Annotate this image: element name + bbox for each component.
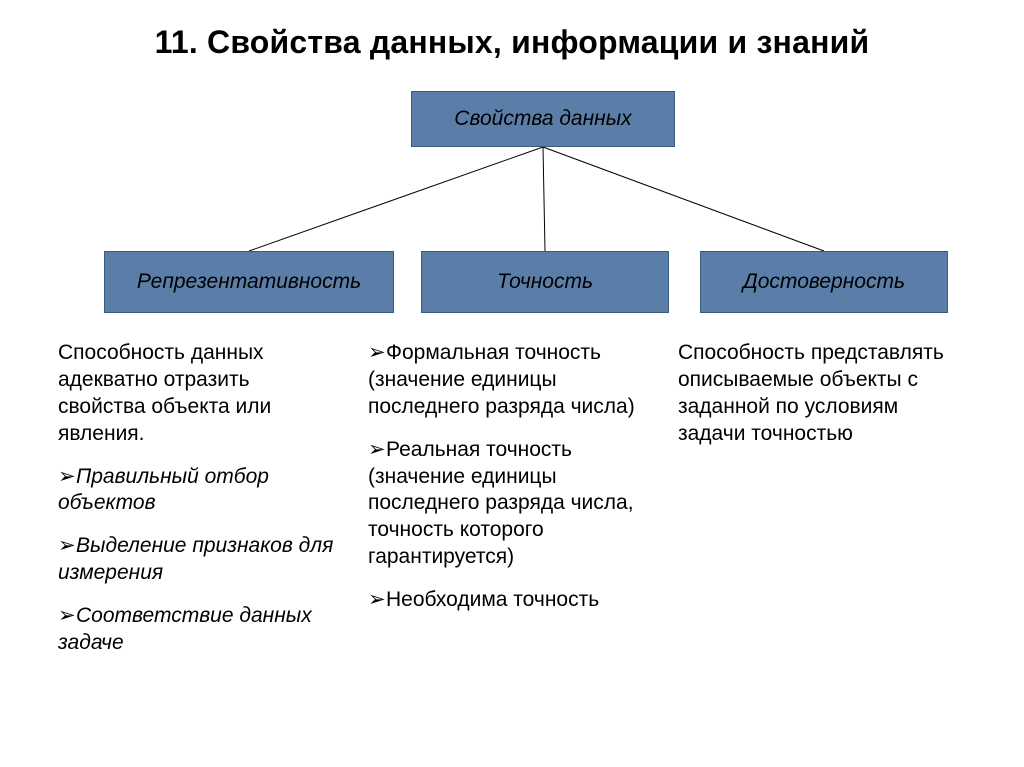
col-mid-bullet-2-text: Реальная точность (значение единицы посл… [368,438,634,569]
column-reliability: Способность представлять описываемые объ… [678,340,958,673]
col-mid-bullet-3-text: Необходима точность [386,588,599,611]
col-left-bullet-1: ➢Правильный отбор объектов [58,464,338,518]
root-box: Свойства данных [411,91,675,147]
chevron-icon: ➢ [368,587,386,614]
chevron-icon: ➢ [368,437,386,464]
chevron-icon: ➢ [58,464,76,491]
description-columns: Способность данных адекватно отразить св… [58,340,966,673]
child-box-left-label: Репрезентативность [137,270,361,294]
child-box-mid-label: Точность [497,270,593,294]
hierarchy-diagram: Свойства данных Репрезентативность Точно… [40,91,984,331]
chevron-icon: ➢ [58,533,76,560]
col-left-bullet-1-text: Правильный отбор объектов [58,465,269,515]
col-mid-bullet-1: ➢Формальная точность (значение единицы п… [368,340,648,421]
chevron-icon: ➢ [58,603,76,630]
slide: 11. Свойства данных, информации и знаний… [0,0,1024,767]
connector-line-1 [543,147,545,251]
col-left-bullet-2: ➢Выделение признаков для измерения [58,533,338,587]
col-left-bullet-3-text: Соответствие данных задаче [58,604,312,654]
col-mid-bullet-1-text: Формальная точность (значение единицы по… [368,341,635,418]
column-accuracy: ➢Формальная точность (значение единицы п… [368,340,648,673]
slide-title: 11. Свойства данных, информации и знаний [40,24,984,61]
column-representativeness: Способность данных адекватно отразить св… [58,340,338,673]
col-right-text: Способность представлять описываемые объ… [678,340,958,448]
connector-line-0 [249,147,543,251]
child-box-reliability: Достоверность [700,251,948,313]
col-left-lead: Способность данных адекватно отразить св… [58,340,338,448]
col-left-bullet-3: ➢Соответствие данных задаче [58,603,338,657]
connector-line-2 [543,147,824,251]
chevron-icon: ➢ [368,340,386,367]
child-box-accuracy: Точность [421,251,669,313]
col-mid-bullet-2: ➢Реальная точность (значение единицы пос… [368,437,648,571]
child-box-right-label: Достоверность [743,270,905,294]
col-left-bullet-2-text: Выделение признаков для измерения [58,534,333,584]
child-box-representativeness: Репрезентативность [104,251,394,313]
root-box-label: Свойства данных [454,107,631,131]
col-mid-bullet-3: ➢Необходима точность [368,587,648,614]
